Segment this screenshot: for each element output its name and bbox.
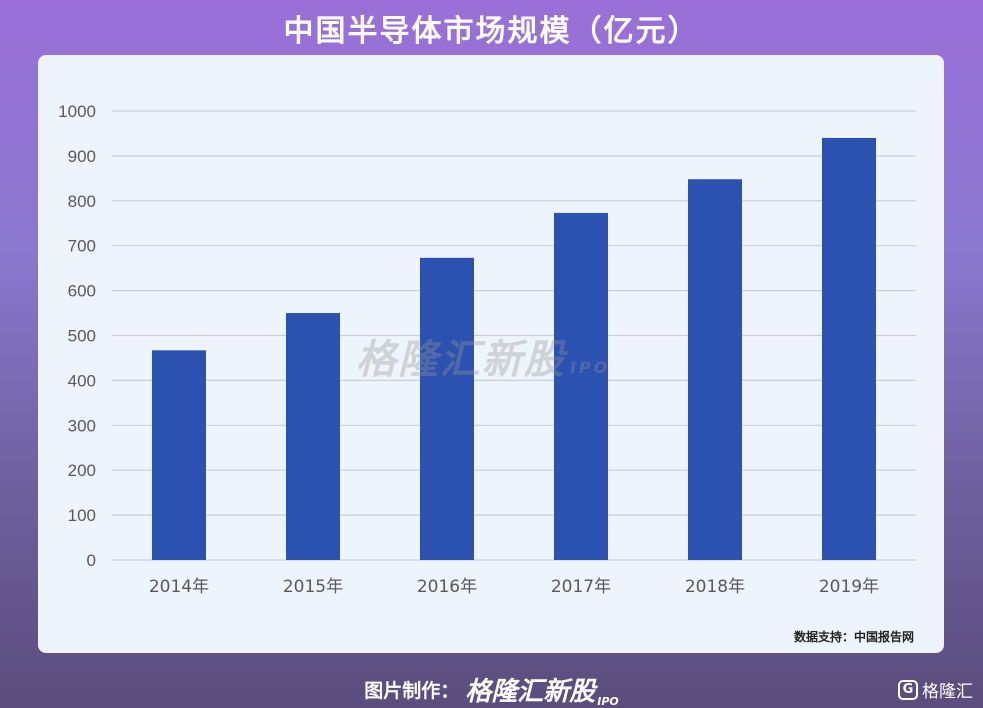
y-tick-label: 600 [68,282,96,301]
x-axis-ticks: 2014年 2015年 2016年 2017年 2018年 2019年 [149,577,879,597]
y-tick-label: 200 [68,461,96,480]
data-source: 数据支持：中国报告网 [793,630,914,644]
watermark-suffix: IPO [570,358,611,377]
chart-panel: 0 100 200 300 400 500 600 700 800 900 1000 2014年 20… [38,55,944,653]
y-tick-label: 100 [68,506,96,525]
x-tick-label: 2018年 [685,577,745,597]
x-tick-label: 2017年 [551,577,611,597]
bar-2015年 [286,313,340,560]
footer-brand: 格隆汇新股 [465,677,596,707]
bar-2017年 [554,212,608,560]
bars [152,137,876,561]
bar-2014年 [152,350,206,560]
y-tick-label: 400 [68,371,96,390]
y-tick-label: 0 [87,551,96,570]
y-tick-label: 300 [68,416,96,435]
watermark-text: 格隆汇新股 [356,337,566,383]
bar-2016年 [420,257,474,560]
chart-title: 中国半导体市场规模（亿元） [283,14,700,49]
footer-brand-suffix: IPO [597,695,619,708]
x-tick-label: 2016年 [417,577,477,597]
x-tick-label: 2015年 [283,577,343,597]
y-tick-label: 900 [68,147,96,166]
footer-made-by: 图片制作： [364,680,460,702]
gridlines [112,110,916,561]
g-logo-icon: G [898,679,918,700]
bar-2018年 [688,179,742,561]
y-tick-label: 700 [68,237,96,256]
footer: 图片制作： 格隆汇新股 IPO [0,671,983,708]
bar-2019年 [822,137,876,560]
y-tick-label: 1000 [58,102,96,121]
watermark: 格隆汇新股 IPO [356,327,610,385]
y-axis-ticks: 0 100 200 300 400 500 600 700 800 900 1000 [58,102,96,570]
y-tick-label: 500 [68,327,96,346]
x-tick-label: 2014年 [149,577,209,597]
corner-logo-text: 格隆汇 [922,682,973,702]
y-tick-label: 800 [68,192,96,211]
corner-logo: G 格隆汇 [898,677,973,702]
x-tick-label: 2019年 [819,577,879,597]
